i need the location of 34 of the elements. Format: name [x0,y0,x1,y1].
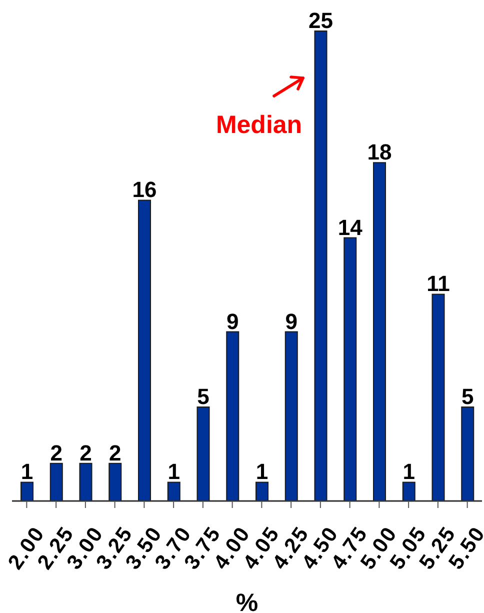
bar [314,30,328,502]
data-label: 1 [20,459,34,484]
data-label: 1 [168,459,180,484]
bar [50,462,63,502]
data-label: 5 [462,384,474,409]
annotation: Median [216,111,302,139]
bar [373,162,386,502]
bar [167,482,180,502]
bar [432,294,445,502]
bar [196,406,210,502]
data-label: 5 [197,384,210,409]
bar [284,331,298,502]
bar [344,237,357,502]
data-label: 2 [80,440,92,466]
data-label: 9 [226,308,239,334]
bar [461,406,474,502]
data-label: 16 [132,177,157,202]
data-label: 1 [402,459,415,484]
bar [108,462,122,502]
data-label: 18 [367,140,392,165]
data-label: 14 [338,214,364,240]
data-label: 1 [256,459,268,484]
data-label: 9 [285,308,298,334]
bar [79,462,92,502]
data-label: 25 [308,8,333,33]
data-label: 2 [109,440,122,466]
x-axis-title: % [236,589,258,613]
bar [226,331,240,502]
bar [402,482,416,502]
bar [256,482,268,502]
data-label: 2 [50,440,62,466]
bar [20,482,34,502]
bar [138,200,151,502]
data-label: 11 [426,271,450,296]
